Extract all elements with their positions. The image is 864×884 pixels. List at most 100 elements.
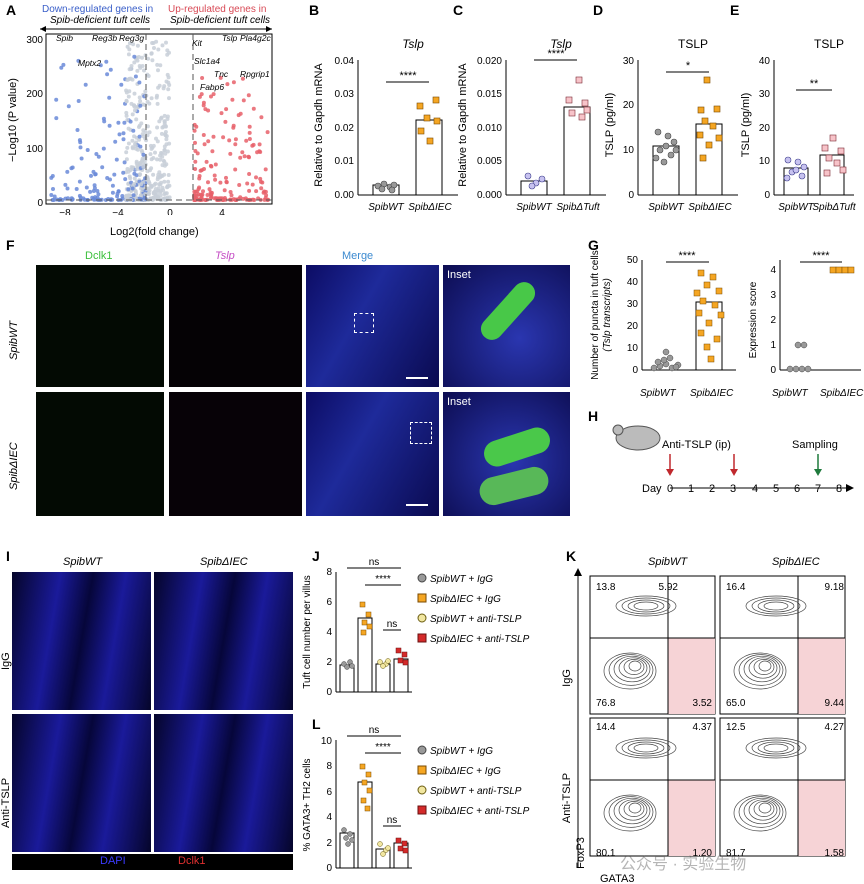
- chart-b: Tslp Relative to Gapdh mRNA 0.00 0.01 0.…: [313, 37, 458, 213]
- volcano-plot: Down-regulated genes in Spib-deficient t…: [7, 4, 273, 215]
- volcano-point: [201, 189, 205, 194]
- h-day-5: 5: [773, 483, 779, 495]
- chart-e-ytick-0: 0: [764, 190, 770, 201]
- volcano-point: [116, 189, 121, 194]
- volcano-point: [160, 154, 165, 159]
- volcano-point: [141, 152, 146, 157]
- gene-fabp6: Fabp6: [200, 82, 224, 92]
- volcano-point: [137, 134, 142, 139]
- volcano-point: [108, 67, 113, 72]
- panel-label-c: C: [453, 2, 464, 18]
- volcano-point: [135, 68, 140, 73]
- volcano-point: [208, 192, 213, 197]
- volcano-point: [218, 180, 223, 185]
- i-micro-ko-anti: [154, 714, 293, 852]
- volcano-point: [156, 47, 161, 52]
- k-row-igg: IgG: [561, 669, 573, 687]
- panel-label-j: J: [312, 548, 320, 564]
- volcano-point: [250, 143, 255, 148]
- k-q-1-0: 16.4: [726, 582, 746, 593]
- f-micro-ko-inset: Inset: [443, 392, 570, 516]
- volcano-xtick-n4: −4: [112, 208, 124, 215]
- volcano-point: [133, 143, 138, 148]
- chart-g-ylabel2: Expression score: [748, 281, 759, 358]
- volcano-point: [142, 68, 146, 73]
- volcano-point: [141, 164, 146, 169]
- volcano-point: [135, 58, 140, 63]
- h-day-8: 8: [836, 483, 842, 495]
- volcano-point: [202, 142, 207, 147]
- gene-reg3g: Reg3g: [119, 33, 144, 43]
- h-day-4: 4: [752, 483, 758, 495]
- volcano-point: [94, 152, 99, 156]
- l-legend-3: SpibΔIEC + anti-TSLP: [430, 806, 530, 817]
- volcano-point: [166, 173, 171, 177]
- volcano-point: [102, 119, 107, 124]
- volcano-point: [167, 96, 171, 101]
- i-legend-bar: [12, 854, 293, 870]
- volcano-point: [165, 72, 170, 77]
- volcano-point: [88, 189, 93, 194]
- volcano-point: [124, 193, 129, 198]
- chart-g-x-ko: SpibΔIEC: [690, 388, 734, 399]
- volcano-point: [149, 146, 154, 151]
- volcano-point: [92, 183, 97, 188]
- j-legend-1: SpibΔIEC + IgG: [430, 594, 501, 605]
- gene-reg3b: Reg3b: [92, 33, 117, 43]
- chart-g-ylabel1: Number of puncta in tuft cells: [590, 250, 601, 380]
- volcano-point: [237, 183, 242, 187]
- volcano-point: [93, 172, 98, 177]
- volcano-up-header: Up-regulated genes in: [168, 4, 266, 15]
- volcano-point: [77, 179, 82, 184]
- volcano-point: [203, 107, 208, 112]
- k-xlabel: GATA3: [600, 873, 634, 884]
- volcano-point: [250, 182, 255, 187]
- volcano-point: [149, 157, 154, 162]
- volcano-point: [69, 166, 74, 171]
- flow-gate-q4: [668, 638, 715, 714]
- chart-b-ytick-1: 0.01: [335, 156, 355, 167]
- volcano-point: [122, 120, 127, 125]
- chart-g-ytick-10: 10: [627, 343, 639, 354]
- volcano-point: [132, 182, 137, 186]
- volcano-point: [114, 157, 119, 162]
- volcano-point: [74, 187, 79, 191]
- volcano-point: [108, 177, 112, 182]
- chart-l-sig-top: ns: [369, 725, 380, 736]
- volcano-point: [254, 175, 258, 180]
- chart-j-ytick-0: 0: [326, 687, 332, 698]
- volcano-point: [219, 111, 224, 116]
- chart-b-ytick-2: 0.02: [335, 123, 355, 134]
- f-micro-wt-inset: Inset: [443, 265, 570, 387]
- volcano-point: [218, 75, 223, 80]
- chart-e-ytick-20: 20: [759, 123, 771, 134]
- volcano-point: [49, 175, 54, 180]
- chart-g2-ytick-0: 0: [770, 365, 776, 376]
- panel-label-l: L: [312, 716, 321, 732]
- chart-g2-ytick-1: 1: [770, 340, 776, 351]
- k-col-wt: SpibWT: [648, 556, 688, 568]
- volcano-point: [137, 125, 141, 129]
- chart-d-x-ko: SpibΔIEC: [688, 202, 732, 213]
- volcano-point: [153, 150, 157, 155]
- volcano-point: [49, 193, 54, 197]
- chart-j-ytick-8: 8: [326, 567, 332, 578]
- volcano-point: [192, 122, 197, 127]
- panel-label-k: K: [566, 548, 577, 564]
- volcano-point: [121, 131, 126, 136]
- volcano-point: [165, 114, 170, 119]
- k-q-2-3: 1.20: [693, 848, 713, 859]
- chart-d-ytick-20: 20: [623, 100, 635, 111]
- volcano-ylabel: −Log10 (P value): [7, 78, 19, 162]
- chart-e-ytick-30: 30: [759, 89, 771, 100]
- volcano-point: [134, 117, 139, 122]
- volcano-point: [156, 172, 161, 177]
- volcano-point: [224, 107, 229, 112]
- volcano-point: [241, 196, 246, 201]
- volcano-point: [222, 188, 227, 193]
- chart-d-bar-wt: [652, 145, 680, 196]
- volcano-point: [258, 150, 263, 154]
- j-legend-0: SpibWT + IgG: [430, 574, 493, 585]
- k-ylabel: FoxP3: [575, 837, 587, 869]
- volcano-point: [156, 68, 160, 73]
